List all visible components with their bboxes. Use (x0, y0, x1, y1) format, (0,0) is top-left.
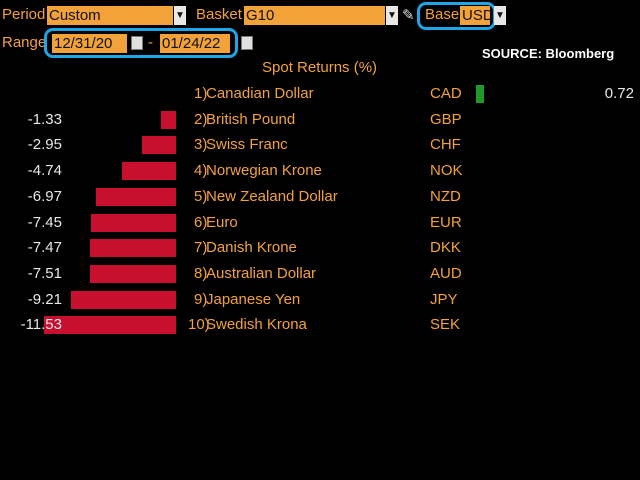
basket-dropdown-icon[interactable]: ▼ (386, 6, 398, 25)
value-label: -4.74 (27, 162, 62, 180)
basket-select[interactable]: G10 (244, 6, 385, 25)
period-label: Period (2, 6, 46, 23)
base-label: Base (425, 6, 460, 23)
rank-label: 2) (194, 110, 208, 128)
value-label: -11.53 (20, 316, 62, 334)
negative-return-bar (96, 187, 176, 206)
rank-label: 8) (194, 264, 208, 282)
currency-code: NOK (430, 162, 463, 180)
currency-code: SEK (430, 316, 461, 334)
currency-name[interactable]: Swiss Franc (206, 136, 288, 154)
table-row: -2.95 3) Swiss Franc CHF (0, 133, 640, 157)
range-label: Range (2, 34, 47, 51)
value-label: -1.33 (27, 110, 62, 128)
value-label: 0.72 (604, 85, 634, 102)
value-label: -7.47 (27, 239, 62, 257)
range-highlight (44, 28, 238, 58)
basket-label: Basket (196, 6, 242, 23)
currency-code: EUR (430, 213, 462, 231)
currency-code: DKK (430, 239, 461, 257)
table-row: -6.97 5) New Zealand Dollar NZD (0, 185, 640, 209)
table-row: -7.45 6) Euro EUR (0, 211, 640, 235)
currency-code: CHF (430, 136, 461, 154)
period-select[interactable]: Custom (47, 6, 173, 25)
currency-name[interactable]: Euro (206, 213, 238, 231)
value-label: -2.95 (27, 136, 62, 154)
table-row: -1.33 2) British Pound GBP (0, 108, 640, 132)
currency-code: NZD (430, 187, 461, 205)
rank-label: 3) (194, 136, 208, 154)
currency-name[interactable]: Norwegian Krone (206, 162, 322, 180)
currency-code: AUD (430, 264, 462, 282)
rank-label: 9) (194, 290, 208, 308)
range-separator: - (148, 34, 153, 51)
period-dropdown-icon[interactable]: ▼ (174, 6, 186, 25)
currency-code: GBP (430, 110, 462, 128)
negative-return-bar (43, 316, 176, 335)
currency-name[interactable]: Danish Krone (206, 239, 297, 257)
table-row: -7.51 8) Australian Dollar AUD (0, 262, 640, 286)
currency-name[interactable]: Swedish Krona (206, 316, 307, 334)
value-label: -7.45 (27, 213, 62, 231)
negative-return-bar (160, 110, 176, 129)
table-row: -4.74 4) Norwegian Krone NOK (0, 159, 640, 183)
table-row: 0.72 1) Canadian Dollar CAD (0, 82, 640, 106)
value-label: -6.97 (27, 187, 62, 205)
base-dropdown-icon[interactable]: ▼ (494, 6, 506, 25)
currency-name[interactable]: Australian Dollar (206, 264, 317, 282)
end-calendar-icon[interactable] (241, 36, 253, 50)
rank-label: 7) (194, 239, 208, 257)
rank-label: 1) (194, 85, 208, 102)
rank-label: 4) (194, 162, 208, 180)
currency-code: CAD (430, 85, 462, 102)
table-row: -7.47 7) Danish Krone DKK (0, 236, 640, 260)
value-label: -7.51 (27, 264, 62, 282)
negative-return-bar (90, 264, 176, 283)
table-row: -9.21 9) Japanese Yen JPY (0, 288, 640, 312)
negative-return-bar (90, 213, 176, 232)
edit-pencil-icon[interactable]: ✎ (402, 7, 415, 24)
range-start-input[interactable]: 12/31/20 (52, 34, 127, 53)
rank-label: 10) (188, 316, 210, 334)
rank-label: 5) (194, 187, 208, 205)
base-select[interactable]: USD (460, 6, 494, 25)
currency-name[interactable]: British Pound (206, 110, 296, 128)
currency-name[interactable]: New Zealand Dollar (206, 187, 338, 205)
negative-return-bar (70, 290, 176, 309)
rank-label: 6) (194, 213, 208, 231)
negative-return-bar (142, 136, 176, 155)
start-calendar-icon[interactable] (131, 36, 143, 50)
source-credit: SOURCE: Bloomberg (482, 46, 615, 61)
currency-name[interactable]: Japanese Yen (206, 290, 301, 308)
positive-return-bar (476, 85, 484, 103)
table-row: -11.53 10) Swedish Krona SEK (0, 313, 640, 337)
range-end-input[interactable]: 01/24/22 (160, 34, 230, 53)
value-label: -9.21 (27, 290, 62, 308)
negative-return-bar (90, 239, 176, 258)
currency-code: JPY (430, 290, 458, 308)
negative-return-bar (121, 162, 176, 181)
currency-name[interactable]: Canadian Dollar (206, 85, 314, 102)
chart-title: Spot Returns (%) (262, 59, 378, 76)
